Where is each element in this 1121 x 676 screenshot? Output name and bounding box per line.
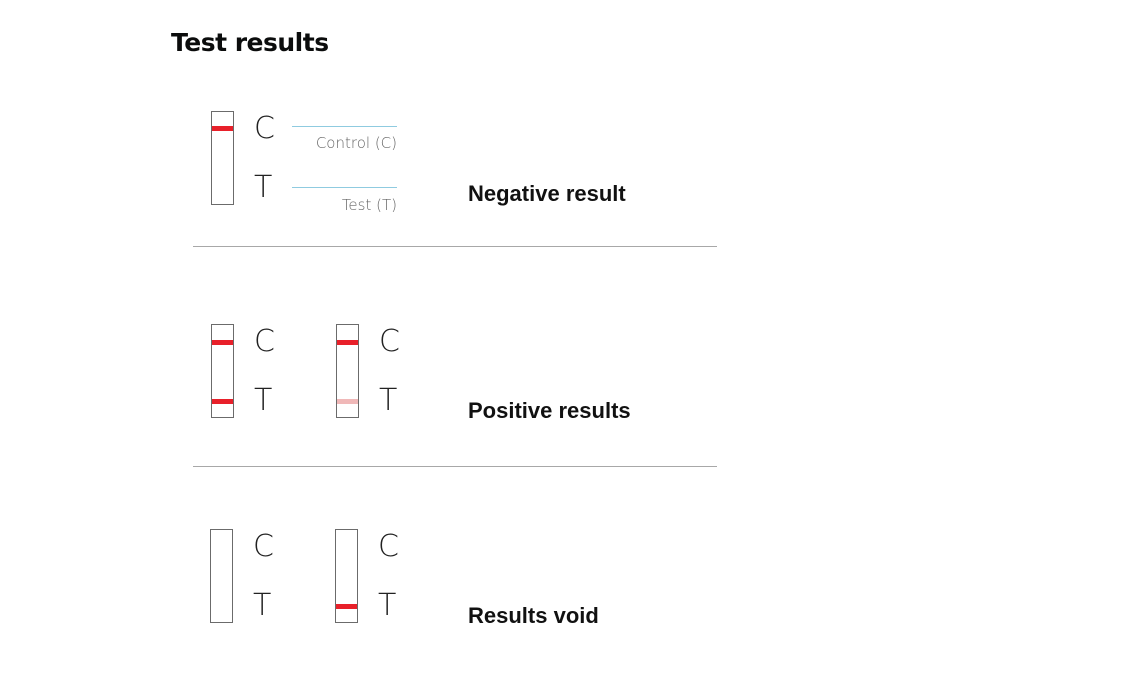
test-strip-positive-strong <box>211 324 234 418</box>
test-strip-positive-faint <box>336 324 359 418</box>
positive-results-label: Positive results <box>468 398 631 423</box>
test-letter: T <box>378 588 397 623</box>
results-void-label: Results void <box>468 603 599 628</box>
control-letter: C <box>378 529 399 564</box>
test-strip-negative <box>211 111 234 205</box>
divider <box>193 466 717 467</box>
test-line <box>336 604 357 609</box>
control-legend-line <box>292 126 397 127</box>
control-line <box>212 340 233 345</box>
control-line <box>212 126 233 131</box>
test-legend-label: Test (T) <box>341 196 397 214</box>
faint-test-line <box>337 399 358 404</box>
page-title: Test results <box>171 28 329 57</box>
test-strip-void-empty <box>210 529 233 623</box>
test-letter: T <box>254 170 273 205</box>
control-letter: C <box>254 324 275 359</box>
test-strip-void-test-only <box>335 529 358 623</box>
test-letter: T <box>379 383 398 418</box>
control-line <box>337 340 358 345</box>
divider <box>193 246 717 247</box>
test-letter: T <box>253 588 272 623</box>
test-legend-line <box>292 187 397 188</box>
test-line <box>212 399 233 404</box>
test-letter: T <box>254 383 273 418</box>
control-legend-label: Control (C) <box>315 134 397 152</box>
negative-result-label: Negative result <box>468 181 626 206</box>
control-letter: C <box>379 324 400 359</box>
control-letter: C <box>253 529 274 564</box>
control-letter: C <box>254 111 275 146</box>
